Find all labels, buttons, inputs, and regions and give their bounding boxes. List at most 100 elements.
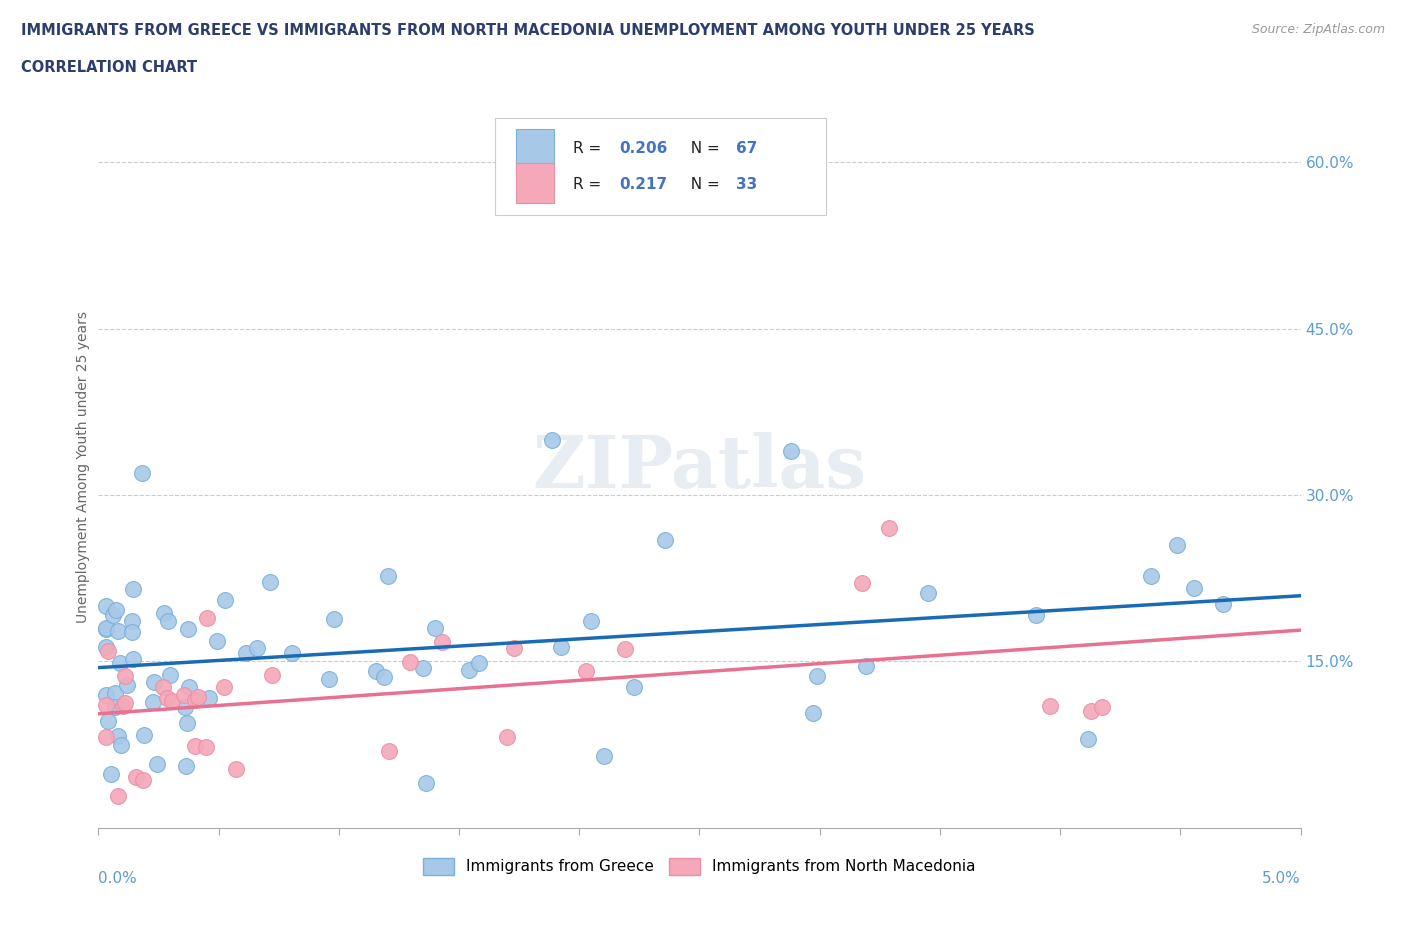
Point — [917, 586, 939, 601]
Point — [121, 624, 143, 639]
Text: R =: R = — [574, 140, 606, 155]
Point — [780, 444, 803, 458]
Point — [503, 640, 526, 655]
Point — [153, 605, 176, 620]
Point — [105, 603, 128, 618]
Point — [851, 576, 873, 591]
Point — [122, 581, 145, 596]
Point — [132, 727, 155, 742]
Point — [194, 739, 217, 754]
Point — [550, 639, 572, 654]
Point — [260, 668, 283, 683]
Point — [614, 642, 637, 657]
Point — [801, 706, 824, 721]
Point — [806, 669, 828, 684]
Bar — [516, 128, 554, 168]
Point — [495, 730, 517, 745]
Point — [1090, 699, 1112, 714]
Point — [146, 757, 169, 772]
Point — [323, 611, 346, 626]
Point — [318, 671, 340, 686]
Text: 0.217: 0.217 — [619, 177, 666, 192]
Text: 33: 33 — [735, 177, 756, 192]
Point — [579, 613, 602, 628]
Point — [540, 432, 562, 447]
Point — [142, 695, 165, 710]
Point — [96, 644, 118, 658]
Text: 67: 67 — [735, 140, 756, 155]
Point — [110, 737, 132, 752]
Point — [94, 688, 117, 703]
Text: N =: N = — [682, 140, 725, 155]
Point — [425, 621, 447, 636]
Point — [174, 758, 197, 773]
Point — [97, 713, 120, 728]
Point — [225, 762, 247, 777]
Point — [160, 693, 183, 708]
Point — [1140, 569, 1163, 584]
Point — [124, 769, 146, 784]
Point — [855, 658, 877, 673]
Point — [112, 699, 135, 714]
Point — [122, 652, 145, 667]
Point — [173, 687, 195, 702]
Point — [131, 466, 153, 481]
Point — [94, 730, 117, 745]
Point — [108, 656, 131, 671]
Text: CORRELATION CHART: CORRELATION CHART — [21, 60, 197, 75]
Point — [877, 521, 900, 536]
Point — [94, 698, 117, 712]
Point — [195, 611, 218, 626]
Point — [94, 599, 117, 614]
Point — [184, 693, 207, 708]
Point — [1039, 698, 1062, 713]
Point — [575, 664, 598, 679]
Point — [177, 621, 200, 636]
Point — [100, 767, 122, 782]
Legend: Immigrants from Greece, Immigrants from North Macedonia: Immigrants from Greece, Immigrants from … — [418, 852, 981, 882]
Point — [176, 715, 198, 730]
Text: N =: N = — [682, 177, 725, 192]
Point — [235, 645, 257, 660]
Text: Source: ZipAtlas.com: Source: ZipAtlas.com — [1251, 23, 1385, 36]
Point — [114, 669, 136, 684]
Point — [373, 670, 395, 684]
Point — [121, 614, 143, 629]
Point — [281, 645, 304, 660]
Point — [94, 621, 117, 636]
Point — [159, 668, 181, 683]
Point — [107, 623, 129, 638]
Point — [205, 633, 228, 648]
Point — [212, 680, 235, 695]
Point — [107, 729, 129, 744]
Point — [246, 641, 269, 656]
Point — [259, 575, 281, 590]
Point — [1212, 597, 1234, 612]
Point — [398, 655, 420, 670]
Text: IMMIGRANTS FROM GREECE VS IMMIGRANTS FROM NORTH MACEDONIA UNEMPLOYMENT AMONG YOU: IMMIGRANTS FROM GREECE VS IMMIGRANTS FRO… — [21, 23, 1035, 38]
Point — [156, 614, 179, 629]
Point — [430, 634, 453, 649]
Point — [143, 674, 166, 689]
Y-axis label: Unemployment Among Youth under 25 years: Unemployment Among Youth under 25 years — [76, 312, 90, 623]
Point — [378, 743, 401, 758]
Text: 5.0%: 5.0% — [1261, 870, 1301, 886]
Point — [152, 680, 174, 695]
Bar — [516, 163, 554, 203]
Point — [156, 691, 179, 706]
Point — [173, 700, 195, 715]
Point — [115, 678, 138, 693]
Point — [187, 690, 209, 705]
Point — [1166, 538, 1188, 552]
Point — [623, 679, 645, 694]
Point — [183, 738, 205, 753]
Text: R =: R = — [574, 177, 606, 192]
Point — [364, 664, 387, 679]
Point — [654, 533, 676, 548]
Point — [131, 773, 153, 788]
Point — [377, 569, 399, 584]
Point — [104, 685, 127, 700]
Point — [457, 663, 479, 678]
Point — [214, 592, 236, 607]
Point — [198, 691, 221, 706]
